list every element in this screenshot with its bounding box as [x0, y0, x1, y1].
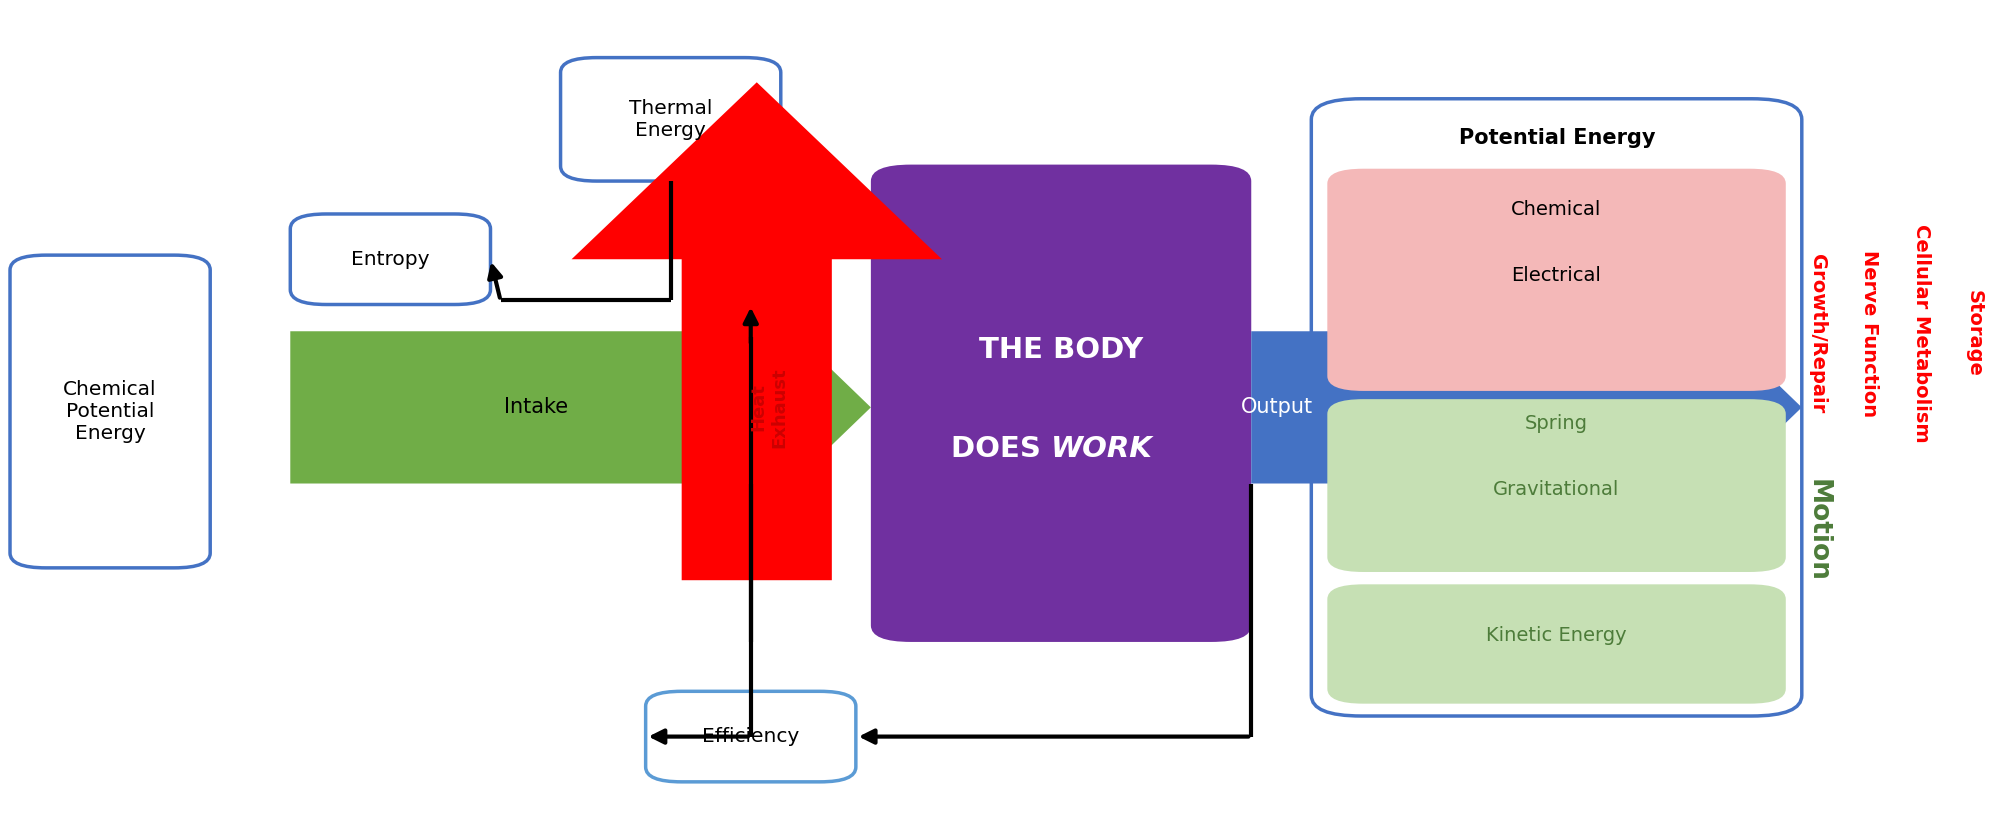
FancyBboxPatch shape: [1327, 399, 1786, 572]
Text: Kinetic Energy: Kinetic Energy: [1485, 625, 1628, 645]
Text: Efficiency: Efficiency: [703, 727, 799, 746]
FancyBboxPatch shape: [1311, 99, 1802, 716]
Text: WORK: WORK: [1051, 435, 1153, 463]
FancyBboxPatch shape: [1327, 169, 1786, 391]
FancyBboxPatch shape: [871, 165, 1251, 642]
Text: DOES: DOES: [951, 435, 1051, 463]
Polygon shape: [1251, 282, 1802, 533]
Text: Thermal
Energy: Thermal Energy: [629, 99, 713, 140]
Text: Potential Energy: Potential Energy: [1459, 128, 1656, 148]
Text: Storage: Storage: [1964, 290, 1984, 377]
Text: Chemical
Potential
Energy: Chemical Potential Energy: [64, 380, 156, 443]
FancyBboxPatch shape: [561, 58, 781, 181]
Text: Entropy: Entropy: [350, 249, 430, 269]
Text: Spring: Spring: [1526, 414, 1588, 434]
Polygon shape: [573, 82, 943, 580]
FancyBboxPatch shape: [645, 691, 857, 782]
Text: Chemical: Chemical: [1512, 200, 1602, 220]
Text: Electrical: Electrical: [1512, 266, 1602, 286]
Text: Heat
Exhaust: Heat Exhaust: [749, 367, 789, 448]
FancyBboxPatch shape: [290, 214, 490, 305]
Text: Cellular Metabolism: Cellular Metabolism: [1912, 224, 1932, 443]
FancyBboxPatch shape: [10, 255, 210, 568]
Text: Growth/Repair: Growth/Repair: [1808, 253, 1828, 413]
Text: Nerve Function: Nerve Function: [1860, 249, 1880, 417]
Text: Intake: Intake: [505, 398, 569, 417]
Text: Gravitational: Gravitational: [1493, 480, 1620, 500]
Text: Motion: Motion: [1806, 479, 1830, 583]
Text: Output: Output: [1241, 398, 1313, 417]
Text: THE BODY: THE BODY: [979, 336, 1143, 364]
Polygon shape: [290, 282, 871, 533]
FancyBboxPatch shape: [1327, 584, 1786, 704]
